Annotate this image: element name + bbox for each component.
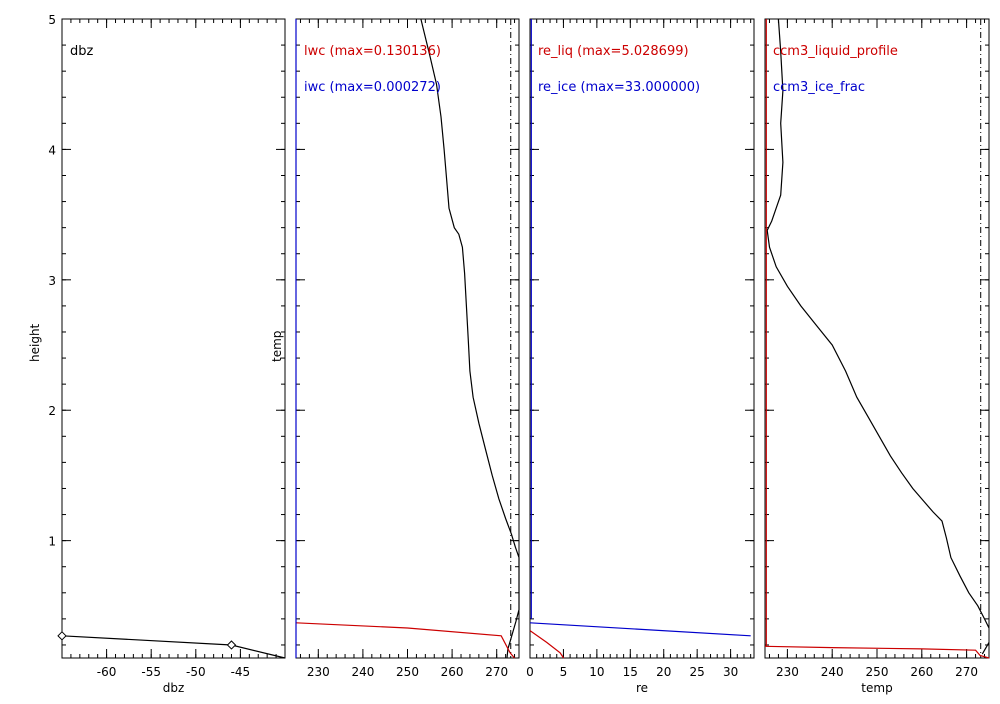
panel-2-xtick-label-3: 260 <box>441 665 464 679</box>
panel-3-xtick-label-1: 5 <box>560 665 568 679</box>
panel-2-xtick-label-4: 270 <box>485 665 508 679</box>
ytick-label-0: 1 <box>48 535 56 549</box>
panel-3-series-1 <box>529 622 751 637</box>
panel-2-ylabel: temp <box>270 330 284 362</box>
panel-4-xtick-label-3: 260 <box>910 665 933 679</box>
panel-4-legend-0: ccm3_liquid_profile <box>773 44 898 59</box>
panel-2-frame <box>295 18 520 659</box>
panel-1-xtick-label-2: -50 <box>186 665 206 679</box>
panel-3-xtick-label-4: 20 <box>656 665 671 679</box>
panel-4-frame <box>764 18 990 659</box>
panel-1-xlabel: dbz <box>163 681 185 695</box>
panel-3-series-0 <box>529 630 565 659</box>
panel-3-xtick-label-6: 30 <box>723 665 738 679</box>
panel-4-legend-1: ccm3_ice_frac <box>773 80 865 95</box>
panel-2-xtick-label-0: 230 <box>307 665 330 679</box>
panel-3-xtick-label-3: 15 <box>623 665 638 679</box>
panel-4-xtick-label-1: 240 <box>821 665 844 679</box>
panel-3-xlabel: re <box>636 681 648 695</box>
panel-4-series-1 <box>764 645 990 659</box>
panel-1-xtick-label-3: -45 <box>231 665 251 679</box>
panel-1-series-0-point-1 <box>226 640 237 650</box>
ytick-label-2: 3 <box>48 274 56 288</box>
panel-1-legend-0: dbz <box>70 44 94 59</box>
panel-3-frame <box>529 18 755 659</box>
panel-3-legend-1: re_ice (max=33.000000) <box>538 80 700 95</box>
panel-1-ylabel: height <box>28 323 42 362</box>
panel-4-series-3 <box>981 642 990 655</box>
panel-1-xtick-label-1: -55 <box>141 665 161 679</box>
panel-2-legend-0: lwc (max=0.130136) <box>304 44 441 59</box>
panel-2-legend-1: iwc (max=0.000272) <box>304 80 441 95</box>
panel-3-legend-0: re_liq (max=5.028699) <box>538 44 689 59</box>
panel-4-xlabel: temp <box>861 681 892 695</box>
panel-1-series-0 <box>61 635 286 659</box>
panel-4-series-0 <box>766 18 990 629</box>
panel-2-series-1 <box>295 622 515 659</box>
panel-4-xtick-label-2: 250 <box>866 665 889 679</box>
panel-2-xtick-label-1: 240 <box>351 665 374 679</box>
ytick-label-3: 4 <box>48 143 56 157</box>
panel-1-xtick-label-0: -60 <box>97 665 117 679</box>
panel-2-series-0 <box>420 18 520 659</box>
panel-4-xtick-label-0: 230 <box>776 665 799 679</box>
ytick-label-4: 5 <box>48 13 56 27</box>
panel-3-xtick-label-5: 25 <box>690 665 705 679</box>
panel-3-xtick-label-2: 10 <box>589 665 604 679</box>
panel-1-frame <box>61 18 286 659</box>
panel-1-series-0-point-0 <box>57 631 67 641</box>
panel-3-xtick-label-0: 0 <box>526 665 534 679</box>
ytick-label-1: 2 <box>48 404 56 418</box>
panel-4-xtick-label-4: 270 <box>955 665 978 679</box>
panel-2-xtick-label-2: 250 <box>396 665 419 679</box>
